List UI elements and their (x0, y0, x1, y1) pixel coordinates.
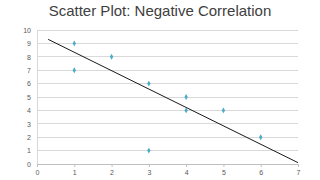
x-axis-line (38, 164, 299, 165)
grid-line (37, 70, 298, 71)
y-tick-label: 4 (27, 107, 31, 114)
x-tick-mark (298, 164, 299, 167)
x-tick-label: 0 (36, 169, 40, 176)
x-tick: 5 (222, 164, 226, 176)
y-tick: 0 (27, 161, 37, 168)
point (73, 40, 76, 46)
grid-line (37, 83, 298, 84)
x-tick-label: 1 (73, 169, 77, 176)
y-axis: 0 1 2 3 4 5 6 7 8 9 10 (23, 27, 37, 168)
trend-line (48, 39, 298, 162)
y-tick-label: 2 (27, 134, 31, 141)
y-tick: 5 (27, 94, 37, 101)
x-tick: 2 (110, 164, 114, 176)
x-tick-label: 3 (147, 169, 151, 176)
x-tick-mark (186, 164, 187, 167)
grid (37, 30, 298, 164)
x-tick-mark (112, 164, 113, 167)
grid-line (37, 30, 298, 31)
x-tick-label: 2 (110, 169, 114, 176)
grid-line (37, 56, 298, 57)
y-tick-label: 7 (27, 67, 31, 74)
point (222, 107, 225, 113)
point (110, 54, 113, 60)
x-tick-mark (74, 164, 75, 167)
x-tick-label: 6 (259, 169, 263, 176)
y-tick-label: 9 (27, 40, 31, 47)
title: Scatter Plot: Negative Correlation (49, 2, 272, 19)
x-tick-mark (149, 164, 150, 167)
y-tick-label: 3 (27, 121, 31, 128)
y-tick: 10 (23, 27, 37, 34)
grid-line (37, 164, 298, 165)
x-tick: 0 (36, 164, 40, 176)
plot: 0 1 2 3 4 5 6 7 8 9 10 0 1 2 3 4 5 6 7 (23, 27, 300, 176)
x-tick: 7 (297, 164, 301, 176)
y-tick-label: 6 (27, 80, 31, 87)
y-tick-label: 10 (23, 27, 31, 34)
x-tick: 1 (73, 164, 77, 176)
y-tick: 3 (27, 121, 37, 128)
x-axis: 0 1 2 3 4 5 6 7 (36, 164, 301, 176)
y-tick: 7 (27, 67, 37, 74)
marks (48, 39, 298, 162)
grid-line (37, 123, 298, 124)
point (259, 134, 262, 140)
point (147, 81, 150, 87)
grid-line (37, 137, 298, 138)
grid-line (37, 43, 298, 44)
y-tick: 6 (27, 80, 37, 87)
y-tick: 8 (27, 54, 37, 61)
x-tick-label: 5 (222, 169, 226, 176)
point (73, 67, 76, 73)
y-tick-label: 1 (27, 147, 31, 154)
chart: Scatter Plot: Negative Correlation 0 1 2 3 4 5… (0, 0, 320, 180)
y-tick-label: 0 (27, 161, 31, 168)
grid-line (37, 110, 298, 111)
x-tick-label: 7 (297, 169, 301, 176)
y-tick: 1 (27, 147, 37, 154)
x-tick: 6 (259, 164, 263, 176)
x-tick-mark (37, 164, 38, 167)
y-tick-label: 8 (27, 54, 31, 61)
grid-line (37, 97, 298, 98)
y-tick-label: 5 (27, 94, 31, 101)
point (147, 148, 150, 154)
y-tick: 2 (27, 134, 37, 141)
x-tick-mark (261, 164, 262, 167)
x-tick-mark (223, 164, 224, 167)
x-tick: 3 (147, 164, 151, 176)
x-tick-label: 4 (185, 169, 189, 176)
point (184, 94, 187, 100)
y-tick: 9 (27, 40, 37, 47)
y-axis-line (37, 31, 38, 165)
grid-line (37, 150, 298, 151)
x-tick: 4 (185, 164, 189, 176)
y-tick: 4 (27, 107, 37, 114)
